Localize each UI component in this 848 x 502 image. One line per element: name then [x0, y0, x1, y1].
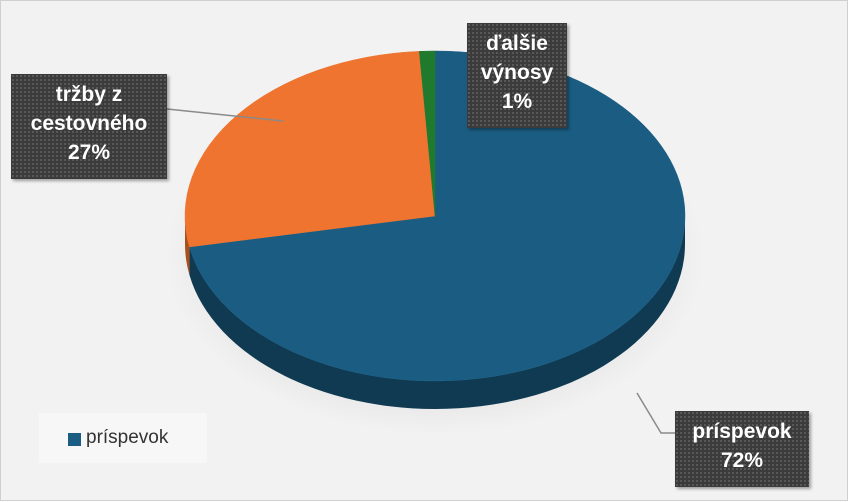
data-label-prispevok-line1: príspevok: [692, 420, 792, 443]
leader-line-prispevok: [636, 392, 675, 434]
pie-slice-1: [184, 51, 436, 248]
pie-slice-2: [419, 50, 436, 217]
data-label-trzby: tržby z cestovného 27%: [11, 74, 167, 179]
data-label-prispevok-line2: 72%: [720, 449, 764, 472]
data-label-prispevok: príspevok 72%: [675, 411, 809, 487]
legend-label: príspevok: [86, 427, 169, 448]
pie-slice-side-0-0: [189, 216, 685, 409]
data-label-dalsie: ďalšie výnosy 1%: [467, 23, 567, 128]
pie-slice-side-1-0: [185, 216, 190, 275]
data-label-dalsie-line1: ďalšie: [486, 32, 548, 55]
leader-line-trzby: [166, 108, 284, 122]
data-label-trzby-line2: cestovného: [30, 112, 148, 135]
legend: príspevok: [39, 413, 207, 463]
data-label-dalsie-line2: výnosy: [480, 61, 554, 84]
data-label-trzby-line1: tržby z: [55, 83, 123, 106]
legend-swatch: [68, 433, 81, 446]
data-label-dalsie-line3: 1%: [501, 90, 533, 113]
pie-slice-0: [189, 50, 686, 382]
data-label-trzby-line3: 27%: [67, 141, 111, 164]
